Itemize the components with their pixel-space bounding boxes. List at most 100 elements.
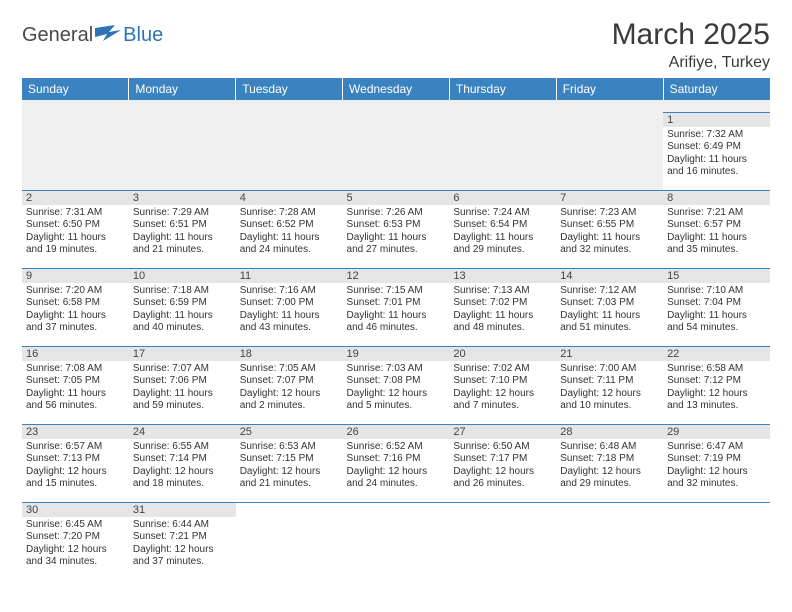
sunset-line: Sunset: 7:12 PM [667,375,766,388]
day-cell: 5Sunrise: 7:26 AMSunset: 6:53 PMDaylight… [343,190,450,268]
daylight-line: Daylight: 11 hours and 37 minutes. [26,310,125,335]
daylight-line: Daylight: 11 hours and 35 minutes. [667,232,766,257]
daylight-line: Daylight: 11 hours and 43 minutes. [240,310,339,335]
sunrise-line: Sunrise: 6:47 AM [667,441,766,454]
sunset-line: Sunset: 7:06 PM [133,375,232,388]
daylight-line: Daylight: 11 hours and 19 minutes. [26,232,125,257]
daylight-line: Daylight: 12 hours and 21 minutes. [240,466,339,491]
empty-cell [556,502,663,580]
day-cell: 24 Sunrise: 6:55 AMSunset: 7:14 PMDayligh… [129,424,236,502]
day-number: 20 [449,347,556,361]
day-cell: 20Sunrise: 7:02 AMSunset: 7:10 PMDayligh… [449,346,556,424]
day-number: 22 [663,347,770,361]
sunset-line: Sunset: 7:17 PM [453,453,552,466]
daylight-line: Daylight: 12 hours and 26 minutes. [453,466,552,491]
day-header: Sunday [22,78,129,100]
day-number: 8 [663,191,770,205]
daylight-line: Daylight: 11 hours and 16 minutes. [667,154,766,179]
day-cell: 14Sunrise: 7:12 AMSunset: 7:03 PMDayligh… [556,268,663,346]
day-number: 4 [236,191,343,205]
daylight-line: Daylight: 11 hours and 32 minutes. [560,232,659,257]
daylight-line: Daylight: 12 hours and 34 minutes. [26,544,125,569]
day-cell: 23Sunrise: 6:57 AMSunset: 7:13 PMDayligh… [22,424,129,502]
page-header: General Blue March 2025 Arifiye, Turkey [22,18,770,72]
daylight-line: Daylight: 11 hours and 59 minutes. [133,388,232,413]
day-cell: 7Sunrise: 7:23 AMSunset: 6:55 PMDaylight… [556,190,663,268]
week-row: 9Sunrise: 7:20 AMSunset: 6:58 PMDaylight… [22,268,770,346]
daylight-line: Daylight: 11 hours and 51 minutes. [560,310,659,335]
day-number: 16 [22,347,129,361]
sunset-line: Sunset: 7:00 PM [240,297,339,310]
sunset-line: Sunset: 6:59 PM [133,297,232,310]
daylight-line: Daylight: 11 hours and 40 minutes. [133,310,232,335]
day-cell: 10Sunrise: 7:18 AMSunset: 6:59 PMDayligh… [129,268,236,346]
sunset-line: Sunset: 7:01 PM [347,297,446,310]
sunrise-line: Sunrise: 6:57 AM [26,441,125,454]
sunset-line: Sunset: 7:14 PM [133,453,232,466]
sunset-line: Sunset: 7:10 PM [453,375,552,388]
week-row: 16Sunrise: 7:08 AMSunset: 7:05 PMDayligh… [22,346,770,424]
daylight-line: Daylight: 12 hours and 10 minutes. [560,388,659,413]
logo-word2: Blue [123,24,163,47]
blank-row [22,100,770,112]
day-cell: 1Sunrise: 7:32 AMSunset: 6:49 PMDaylight… [663,112,770,190]
day-number: 3 [129,191,236,205]
sunset-line: Sunset: 7:11 PM [560,375,659,388]
daylight-line: Daylight: 11 hours and 56 minutes. [26,388,125,413]
day-number: 28 [556,425,663,439]
day-cell: 6Sunrise: 7:24 AMSunset: 6:54 PMDaylight… [449,190,556,268]
sunset-line: Sunset: 7:16 PM [347,453,446,466]
day-cell: 8Sunrise: 7:21 AMSunset: 6:57 PMDaylight… [663,190,770,268]
day-number: 24 [129,425,236,439]
day-cell: 21Sunrise: 7:00 AMSunset: 7:11 PMDayligh… [556,346,663,424]
day-header: Thursday [449,78,556,100]
empty-cell [236,502,343,580]
day-cell: 12Sunrise: 7:15 AMSunset: 7:01 PMDayligh… [343,268,450,346]
day-cell: 15Sunrise: 7:10 AMSunset: 7:04 PMDayligh… [663,268,770,346]
day-cell: 22Sunrise: 6:58 AMSunset: 7:12 PMDayligh… [663,346,770,424]
sunset-line: Sunset: 7:03 PM [560,297,659,310]
day-cell: 18Sunrise: 7:05 AMSunset: 7:07 PMDayligh… [236,346,343,424]
calendar-header-row: SundayMondayTuesdayWednesdayThursdayFrid… [22,78,770,100]
sunset-line: Sunset: 7:13 PM [26,453,125,466]
day-number: 27 [449,425,556,439]
daylight-line: Daylight: 12 hours and 24 minutes. [347,466,446,491]
day-header: Saturday [663,78,770,100]
day-number: 5 [343,191,450,205]
sunrise-line: Sunrise: 7:05 AM [240,363,339,376]
location: Arifiye, Turkey [612,54,770,72]
daylight-line: Daylight: 12 hours and 18 minutes. [133,466,232,491]
sunrise-line: Sunrise: 6:58 AM [667,363,766,376]
day-number: 12 [343,269,450,283]
daylight-line: Daylight: 11 hours and 24 minutes. [240,232,339,257]
sunset-line: Sunset: 6:54 PM [453,219,552,232]
daylight-line: Daylight: 11 hours and 54 minutes. [667,310,766,335]
day-cell: 30Sunrise: 6:45 AMSunset: 7:20 PMDayligh… [22,502,129,580]
sunrise-line: Sunrise: 6:53 AM [240,441,339,454]
sunrise-line: Sunrise: 7:29 AM [133,207,232,220]
sunset-line: Sunset: 7:04 PM [667,297,766,310]
day-cell: 19Sunrise: 7:03 AMSunset: 7:08 PMDayligh… [343,346,450,424]
sunrise-line: Sunrise: 7:07 AM [133,363,232,376]
day-number: 31 [129,503,236,517]
day-cell: 25Sunrise: 6:53 AMSunset: 7:15 PMDayligh… [236,424,343,502]
day-header: Friday [556,78,663,100]
empty-cell [22,112,129,190]
sunset-line: Sunset: 7:19 PM [667,453,766,466]
day-number: 21 [556,347,663,361]
sunset-line: Sunset: 6:49 PM [667,141,766,154]
sunrise-line: Sunrise: 6:55 AM [133,441,232,454]
daylight-line: Daylight: 12 hours and 15 minutes. [26,466,125,491]
day-cell: 31Sunrise: 6:44 AMSunset: 7:21 PMDayligh… [129,502,236,580]
day-number: 30 [22,503,129,517]
day-header: Monday [129,78,236,100]
sunrise-line: Sunrise: 6:48 AM [560,441,659,454]
daylight-line: Daylight: 11 hours and 48 minutes. [453,310,552,335]
sunrise-line: Sunrise: 7:10 AM [667,285,766,298]
day-number: 10 [129,269,236,283]
day-cell: 17Sunrise: 7:07 AMSunset: 7:06 PMDayligh… [129,346,236,424]
week-row: 23Sunrise: 6:57 AMSunset: 7:13 PMDayligh… [22,424,770,502]
sunset-line: Sunset: 7:18 PM [560,453,659,466]
day-number: 1 [663,113,770,127]
day-number: 14 [556,269,663,283]
